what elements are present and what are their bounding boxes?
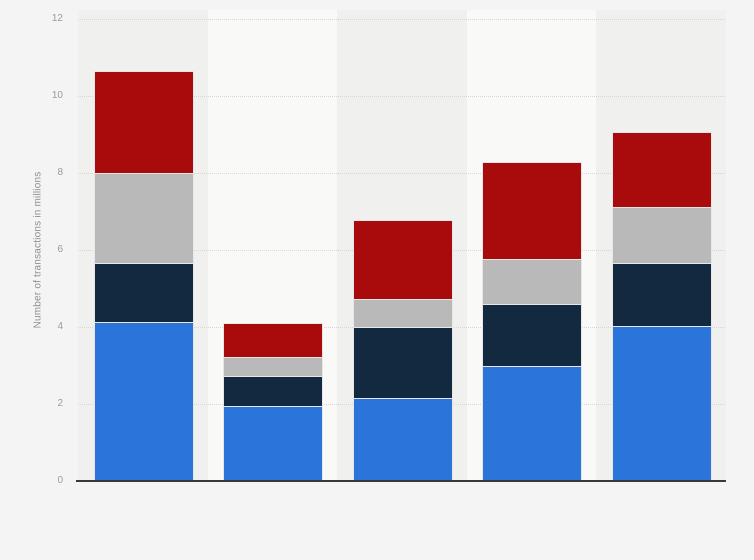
bar-segment-dark-red[interactable] xyxy=(352,220,453,300)
y-axis-tick-label: 8 xyxy=(57,167,63,178)
bar-segment-dark-navy[interactable] xyxy=(482,303,582,366)
bar-segment-silver-gray[interactable] xyxy=(611,207,712,263)
y-axis-tick-label: 10 xyxy=(51,90,63,101)
stacked-bar xyxy=(223,322,323,481)
bar-segment-blue[interactable] xyxy=(611,325,712,481)
stacked-bar xyxy=(93,71,194,481)
bar-segment-silver-gray[interactable] xyxy=(223,357,323,376)
bar-segment-dark-navy[interactable] xyxy=(611,262,712,326)
y-axis-tick-label: 4 xyxy=(57,321,63,332)
gridline xyxy=(78,173,725,174)
bar-segment-dark-red[interactable] xyxy=(93,71,194,174)
y-axis-tick-label: 6 xyxy=(57,244,63,255)
bar-segment-dark-navy[interactable] xyxy=(93,263,194,323)
y-axis-tick-label: 0 xyxy=(57,475,63,486)
x-axis-line xyxy=(76,480,726,482)
bar-segment-dark-red[interactable] xyxy=(223,322,323,358)
stacked-bar xyxy=(352,220,453,481)
bar-segment-dark-navy[interactable] xyxy=(223,375,323,406)
bar-segment-silver-gray[interactable] xyxy=(93,173,194,264)
bar-segment-blue[interactable] xyxy=(223,405,323,481)
bar-segment-blue[interactable] xyxy=(482,365,582,481)
bar-segment-silver-gray[interactable] xyxy=(352,299,453,328)
gridline xyxy=(78,96,725,97)
bars-layer xyxy=(93,71,712,481)
bar-segment-dark-red[interactable] xyxy=(611,132,712,208)
stacked-bar xyxy=(482,161,582,481)
bar-segment-silver-gray[interactable] xyxy=(482,258,582,304)
bar-segment-dark-red[interactable] xyxy=(482,161,582,259)
y-axis-tick-label: 2 xyxy=(57,398,63,409)
bar-segment-dark-navy[interactable] xyxy=(352,327,453,399)
bar-segment-blue[interactable] xyxy=(93,322,194,481)
y-axis-tick-label: 12 xyxy=(51,13,63,24)
gridline xyxy=(78,19,725,20)
stacked-bar xyxy=(611,132,712,481)
bar-segment-blue[interactable] xyxy=(352,398,453,481)
